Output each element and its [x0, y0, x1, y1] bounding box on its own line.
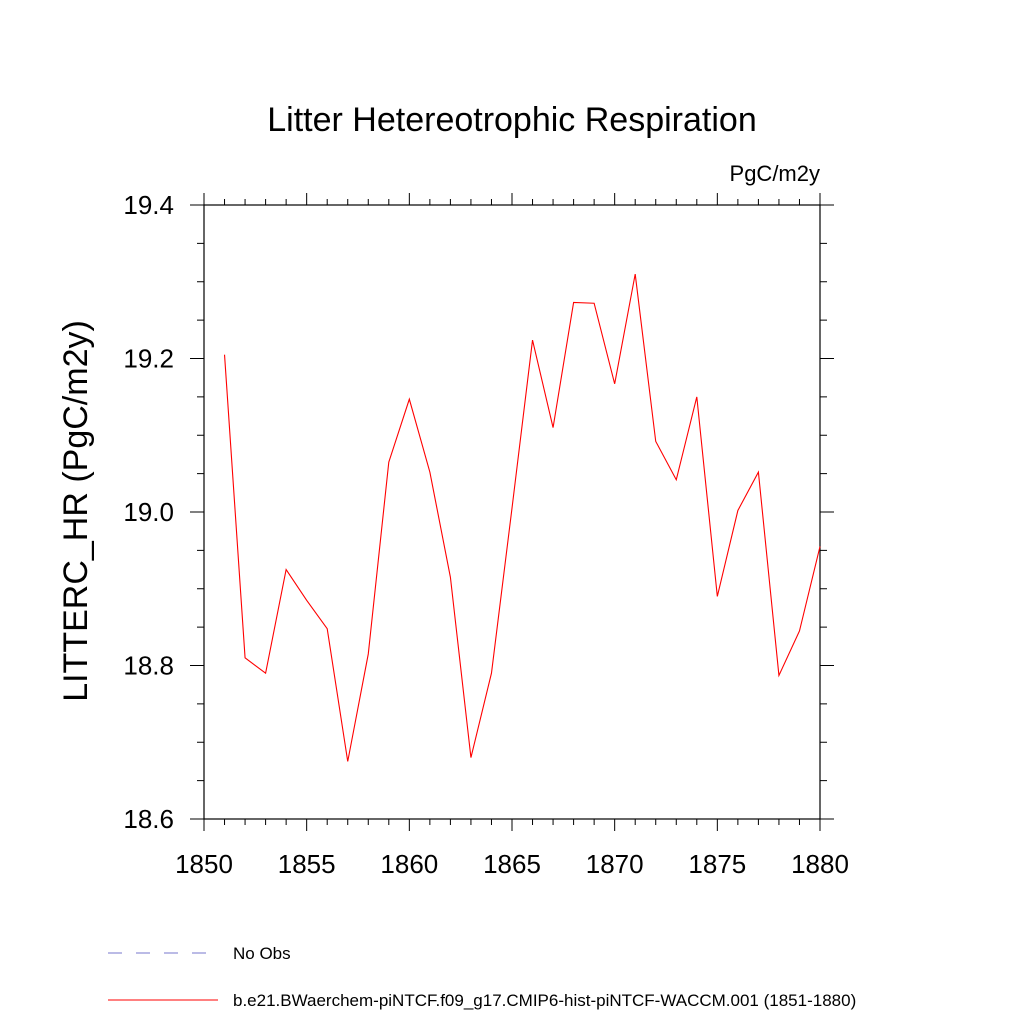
y-axis-label: LITTERC_HR (PgC/m2y) [57, 320, 95, 702]
chart-title: Litter Hetereotrophic Respiration [267, 101, 756, 139]
x-tick-label-1870: 1870 [586, 849, 644, 879]
y-tick-label-19.4: 19.4 [123, 190, 174, 220]
legend: No Obs b.e21.BWaerchem-piNTCF.f09_g17.CM… [108, 944, 856, 1010]
legend-label-model-run: b.e21.BWaerchem-piNTCF.f09_g17.CMIP6-his… [233, 991, 856, 1010]
x-tick-label-1850: 1850 [175, 849, 233, 879]
y-tick-label-19.0: 19.0 [123, 497, 174, 527]
y-tick-label-19.2: 19.2 [123, 344, 174, 374]
series-layer [223, 273, 821, 762]
series-line-0 [223, 273, 821, 762]
x-tick-label-1865: 1865 [483, 849, 541, 879]
units-label: PgC/m2y [730, 161, 820, 186]
x-tick-label-1860: 1860 [380, 849, 438, 879]
y-tick-label-18.8: 18.8 [123, 651, 174, 681]
y-ticks: 18.6 18.8 19.0 19.2 19.4 [123, 190, 834, 834]
x-ticks: 1850 1855 1860 1865 1870 1875 1880 [175, 193, 849, 879]
x-tick-label-1875: 1875 [688, 849, 746, 879]
x-tick-label-1880: 1880 [791, 849, 849, 879]
x-tick-label-1855: 1855 [278, 849, 336, 879]
legend-label-no-obs: No Obs [233, 944, 291, 963]
y-tick-label-18.6: 18.6 [123, 804, 174, 834]
